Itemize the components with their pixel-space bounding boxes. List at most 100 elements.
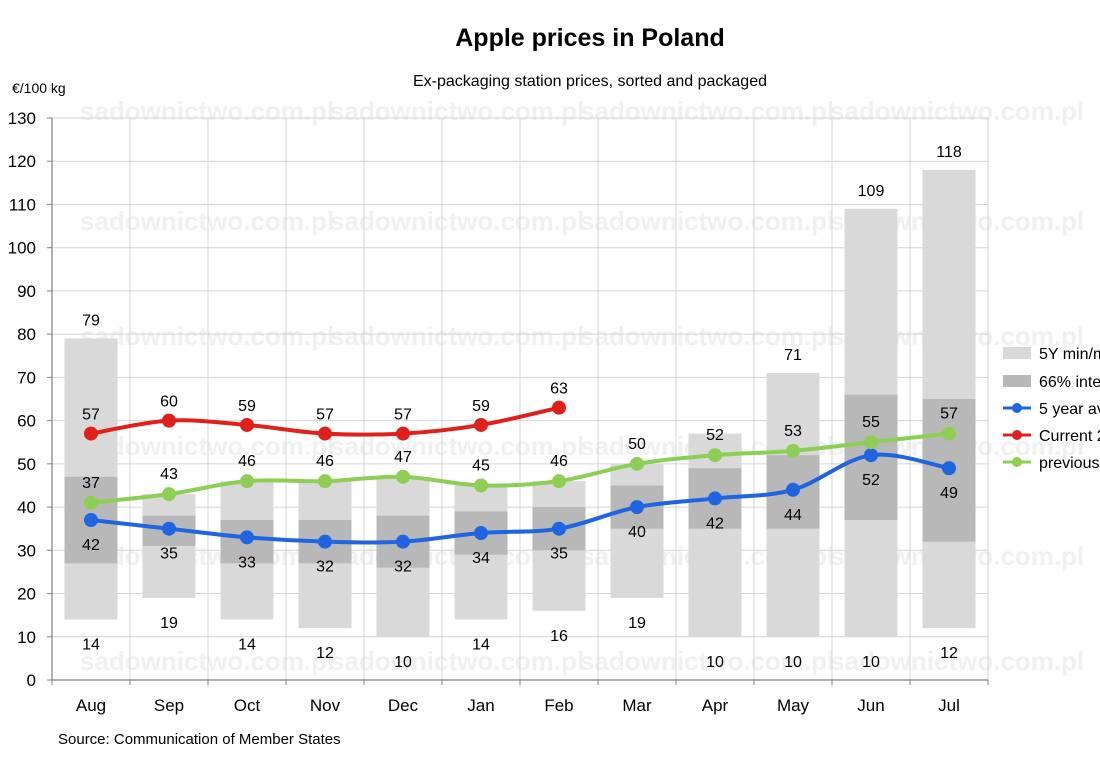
range-min-label: 19 [160,615,178,632]
watermark-text: sadownictwo.com.pl [80,646,334,676]
legend-marker-previous [1012,457,1022,467]
y-tick-label: 40 [17,498,36,517]
watermark-text: sadownictwo.com.pl [580,646,834,676]
data-label-previous: 45 [472,457,490,474]
x-tick-label: Apr [702,696,729,715]
chart-title: Apple prices in Poland [455,24,725,52]
range-min-label: 16 [550,628,568,645]
watermark-text: sadownictwo.com.pl [80,96,334,126]
y-tick-label: 90 [17,282,36,301]
data-point-current-2 [474,417,488,432]
range-max-label: 71 [784,347,802,364]
range-min-label: 19 [628,615,646,632]
data-label-previous: 46 [316,453,334,470]
data-point-previous [474,478,488,493]
legend-swatch-interval [1003,375,1031,387]
data-point-previous [162,487,176,502]
axes: 0 10 20 30 40 50 60 70 80 90 100 110 120 130 Aug Sep Oct… [8,109,989,715]
data-point-5-year-av [474,526,488,541]
watermark-text: sadownictwo.com.pl [80,206,334,236]
x-tick-label: May [777,696,810,715]
data-label-5yr-avg: 35 [160,546,178,563]
data-label-5yr-avg: 33 [238,554,256,571]
watermark-text: sadownictwo.com.pl [330,646,584,676]
data-label-5yr-avg: 34 [472,550,490,567]
x-tick-label: Jul [938,696,960,715]
data-point-current-2 [240,417,254,432]
watermark-text: sadownictwo.com.pl [830,646,1084,676]
watermark-text: sadownictwo.com.pl [80,321,334,351]
data-label-5yr-avg: 32 [394,559,412,576]
data-label-current: 60 [160,394,178,411]
data-label-current: 59 [472,398,490,415]
x-tick-label: Mar [622,696,652,715]
range-bar [688,433,742,637]
x-tick-label: Feb [544,696,573,715]
data-label-5yr-avg: 44 [784,507,802,524]
data-label-previous: 52 [706,427,724,444]
legend: 5Y min/m 66% inte 5 year av Current 2 previo… [1003,346,1100,472]
data-label-current: 59 [238,398,256,415]
watermark-text: sadownictwo.com.pl [330,321,584,351]
x-tick-label: Nov [310,696,341,715]
legend-label-5-year-av: 5 year av [1039,401,1100,418]
y-tick-label: 120 [8,152,36,171]
legend-label-interval: 66% inte [1039,374,1100,391]
range-min-label: 10 [706,654,724,671]
y-tick-label: 10 [17,628,36,647]
data-label-current: 57 [82,407,100,424]
y-tick-label: 100 [8,239,36,258]
y-tick-label: 30 [17,541,36,560]
data-label-previous: 53 [784,423,802,440]
data-point-5-year-av [84,513,98,528]
range-min-label: 14 [238,636,256,653]
data-point-previous [84,495,98,510]
data-label-5yr-avg: 40 [628,524,646,541]
watermark-text: sadownictwo.com.pl [830,96,1084,126]
data-label-5yr-avg: 35 [550,546,568,563]
data-point-5-year-av [942,461,956,476]
y-tick-label: 70 [17,368,36,387]
data-label-previous: 37 [82,475,100,492]
data-point-5-year-av [786,482,800,497]
data-point-5-year-av [708,491,722,506]
data-point-5-year-av [318,534,332,549]
data-point-5-year-av [630,500,644,515]
x-tick-label: Sep [154,696,184,715]
watermark-text: sadownictwo.com.pl [580,321,834,351]
grid [51,117,989,681]
data-point-5-year-av [396,534,410,549]
range-max-label: 109 [858,183,885,200]
series-line-previous [89,431,951,505]
data-point-previous [318,474,332,489]
data-label-previous: 57 [940,406,958,423]
data-point-5-year-av [864,448,878,463]
watermark-text: sadownictwo.com.pl [330,96,584,126]
bars [64,169,976,637]
y-tick-label: 60 [17,412,36,431]
range-min-label: 14 [82,636,100,653]
data-label-previous: 43 [160,466,178,483]
range-min-label: 12 [940,645,958,662]
data-labels: 79 71 109 118 14 19 14 12 10 14 16 19 10 10 10 12 57 60 59… [82,144,962,671]
legend-swatch-range [1003,347,1031,359]
data-label-5yr-avg: 42 [82,537,100,554]
data-point-previous [708,448,722,463]
data-label-5yr-avg: 32 [316,559,334,576]
data-label-current: 57 [316,407,334,424]
data-label-current: 63 [550,381,568,398]
data-point-current-2 [162,413,176,428]
data-point-current-2 [318,426,332,441]
source-note: Source: Communication of Member States [58,731,341,748]
data-point-current-2 [396,426,410,441]
series-lines [84,400,956,549]
watermark-text: sadownictwo.com.pl [580,96,834,126]
range-min-label: 10 [784,654,802,671]
data-label-previous: 46 [550,453,568,470]
data-label-current: 57 [394,407,412,424]
data-point-current-2 [84,426,98,441]
data-point-previous [942,426,956,441]
data-label-previous: 50 [628,436,646,453]
data-point-previous [786,443,800,458]
range-min-label: 10 [394,654,412,671]
